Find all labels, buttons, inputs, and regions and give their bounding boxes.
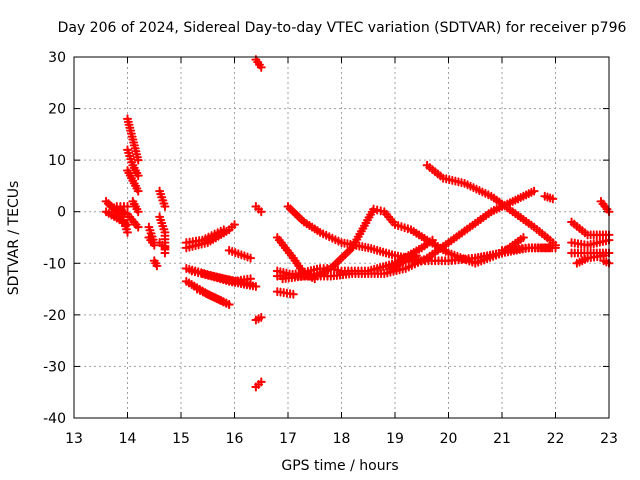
data-point-marker bbox=[123, 220, 132, 230]
data-point-marker bbox=[518, 233, 528, 242]
data-series-track-20 bbox=[192, 284, 234, 310]
x-tick-label: 14 bbox=[119, 431, 137, 447]
y-axis-label: SDTVAR / TECUs bbox=[6, 181, 22, 296]
data-point-marker bbox=[224, 300, 234, 310]
data-series-track-26 bbox=[251, 377, 266, 392]
data-point-marker bbox=[256, 62, 266, 72]
data-point-marker bbox=[256, 377, 266, 387]
y-tick-label: 10 bbox=[48, 153, 66, 169]
data-series-track-16 bbox=[181, 225, 229, 248]
data-point-marker bbox=[133, 207, 143, 217]
x-tick-label: 22 bbox=[547, 431, 565, 447]
data-series-track-37 bbox=[540, 191, 558, 204]
data-series-track-04 bbox=[112, 202, 132, 212]
x-tick-label: 18 bbox=[333, 431, 351, 447]
data-point-marker bbox=[149, 240, 159, 250]
data-series-track-14 bbox=[155, 238, 170, 253]
data-point-marker bbox=[160, 243, 170, 253]
data-series-track-06 bbox=[123, 145, 143, 181]
x-tick-label: 23 bbox=[600, 431, 618, 447]
y-axis-tick-labels: -40 -30 -20 -10 0 10 20 30 bbox=[43, 50, 66, 427]
data-series-track-08 bbox=[128, 196, 143, 217]
data-point-marker bbox=[288, 289, 298, 299]
data-series-track-10 bbox=[144, 233, 159, 250]
x-tick-label: 20 bbox=[440, 431, 458, 447]
data-point-marker bbox=[251, 281, 261, 291]
data-series-track-13 bbox=[155, 212, 170, 258]
data-series-track-30 bbox=[278, 186, 539, 284]
data-point-marker bbox=[529, 186, 539, 196]
x-tick-label: 19 bbox=[386, 431, 404, 447]
y-tick-label: -30 bbox=[43, 359, 66, 375]
data-series-track-33 bbox=[385, 251, 421, 273]
chart-title: Day 206 of 2024, Sidereal Day-to-day VTE… bbox=[58, 20, 627, 36]
data-series-track-21 bbox=[197, 269, 261, 291]
data-series-track-07 bbox=[123, 165, 143, 196]
data-point-marker bbox=[256, 312, 266, 322]
data-series-track-23 bbox=[251, 55, 266, 72]
x-axis-label: GPS time / hours bbox=[281, 458, 398, 474]
data-series-track-42 bbox=[596, 196, 614, 217]
data-point-marker bbox=[411, 251, 421, 261]
data-series-track-24 bbox=[251, 202, 266, 217]
data-series-track-41 bbox=[567, 217, 614, 240]
data-point-marker bbox=[219, 225, 229, 235]
data-point-marker bbox=[427, 235, 437, 245]
data-point-marker bbox=[230, 220, 239, 230]
data-point-marker bbox=[133, 222, 143, 232]
x-tick-label: 21 bbox=[493, 431, 511, 447]
y-tick-label: -20 bbox=[43, 308, 66, 324]
x-axis-tick-labels: 13 14 15 16 17 18 19 20 21 22 23 bbox=[65, 431, 618, 447]
x-tick-label: 16 bbox=[226, 431, 244, 447]
data-point-marker bbox=[133, 171, 143, 181]
x-tick-label: 17 bbox=[279, 431, 297, 447]
data-series-track-25 bbox=[251, 312, 266, 325]
y-tick-label: 20 bbox=[48, 102, 66, 118]
data-series-track-38 bbox=[567, 235, 614, 250]
x-tick-label: 13 bbox=[65, 431, 83, 447]
y-tick-label: 0 bbox=[57, 205, 66, 221]
data-point-marker bbox=[160, 202, 170, 212]
data-series bbox=[101, 55, 614, 392]
data-series-track-43 bbox=[599, 256, 614, 268]
data-point-marker bbox=[548, 194, 558, 204]
data-point-marker bbox=[246, 253, 256, 263]
grid-lines bbox=[74, 57, 609, 418]
y-tick-label: -40 bbox=[43, 411, 66, 427]
data-point-marker bbox=[123, 227, 132, 237]
y-tick-label: -10 bbox=[43, 256, 66, 272]
data-point-marker bbox=[152, 261, 162, 271]
y-tick-label: 30 bbox=[48, 50, 66, 66]
data-series-track-40 bbox=[572, 251, 609, 268]
data-series-track-11 bbox=[149, 256, 162, 271]
plot-frame bbox=[73, 56, 610, 419]
data-series-track-22 bbox=[224, 245, 256, 263]
data-series-track-32 bbox=[272, 287, 298, 299]
data-series-track-36 bbox=[497, 243, 560, 255]
data-series-track-34 bbox=[422, 160, 560, 250]
x-tick-label: 15 bbox=[172, 431, 190, 447]
data-point-marker bbox=[123, 202, 132, 212]
data-series-track-02 bbox=[101, 207, 132, 230]
data-point-marker bbox=[256, 207, 266, 217]
data-point-marker bbox=[133, 155, 143, 165]
data-point-marker bbox=[133, 186, 143, 196]
data-series-track-05 bbox=[123, 114, 143, 165]
data-point-marker bbox=[551, 243, 560, 253]
data-series-track-12 bbox=[155, 186, 170, 212]
